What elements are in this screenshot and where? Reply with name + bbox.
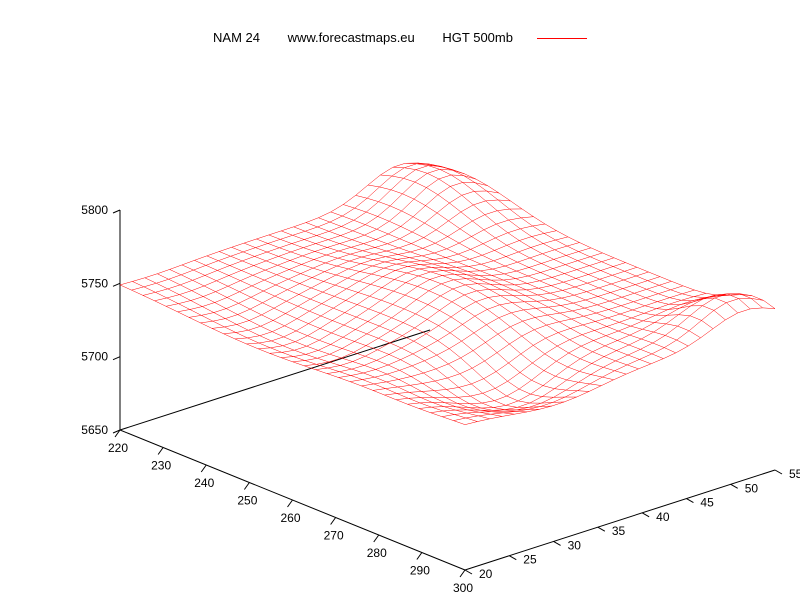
svg-text:290: 290 [410, 564, 430, 578]
svg-text:45: 45 [700, 496, 714, 510]
svg-text:220: 220 [108, 441, 128, 455]
plot-svg: 5650 5700 5750 5800 220 230 240 250 260 270 280 290… [0, 0, 800, 600]
svg-text:280: 280 [367, 546, 387, 560]
svg-text:5650: 5650 [81, 423, 108, 437]
surface-chart: NAM 24 www.forecastmaps.eu HGT 500mb 565… [0, 0, 800, 600]
svg-text:250: 250 [237, 494, 257, 508]
svg-text:50: 50 [745, 481, 759, 495]
svg-text:5700: 5700 [81, 350, 108, 364]
svg-text:270: 270 [324, 529, 344, 543]
svg-text:5750: 5750 [81, 276, 108, 290]
svg-text:25: 25 [523, 553, 537, 567]
svg-text:55: 55 [789, 467, 800, 481]
svg-text:240: 240 [194, 476, 214, 490]
svg-text:40: 40 [656, 510, 670, 524]
svg-text:5800: 5800 [81, 203, 108, 217]
svg-text:230: 230 [151, 459, 171, 473]
svg-text:260: 260 [280, 511, 300, 525]
svg-text:35: 35 [612, 524, 626, 538]
svg-text:20: 20 [479, 567, 493, 581]
svg-text:300: 300 [453, 581, 473, 595]
svg-text:30: 30 [568, 538, 582, 552]
